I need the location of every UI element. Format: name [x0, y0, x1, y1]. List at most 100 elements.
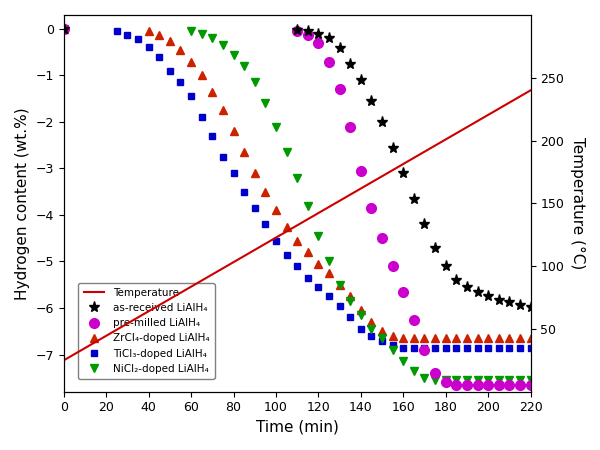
Line: ZrCl₄-doped LiAlH₄: ZrCl₄-doped LiAlH₄	[59, 25, 535, 342]
TiCl₃-doped LiAlH₄	[251, 205, 259, 211]
TiCl₃-doped LiAlH₄	[379, 338, 386, 343]
TiCl₃-doped LiAlH₄	[166, 68, 173, 73]
ZrCl₄-doped LiAlH₄	[347, 294, 354, 299]
pre-milled LiAlH₄	[379, 235, 386, 241]
X-axis label: Time (min): Time (min)	[256, 420, 338, 435]
TiCl₃-doped LiAlH₄	[517, 345, 524, 350]
NiCl₂-doped LiAlH₄	[495, 378, 502, 383]
as-received LiAlH₄	[474, 289, 481, 294]
TiCl₃-doped LiAlH₄	[113, 29, 121, 34]
TiCl₃-doped LiAlH₄	[336, 303, 343, 308]
as-received LiAlH₄	[517, 302, 524, 307]
TiCl₃-doped LiAlH₄	[262, 221, 269, 227]
TiCl₃-doped LiAlH₄	[283, 252, 290, 257]
pre-milled LiAlH₄	[442, 380, 449, 385]
NiCl₂-doped LiAlH₄	[336, 282, 343, 288]
ZrCl₄-doped LiAlH₄	[293, 238, 301, 243]
ZrCl₄-doped LiAlH₄	[453, 336, 460, 341]
ZrCl₄-doped LiAlH₄	[442, 336, 449, 341]
NiCl₂-doped LiAlH₄	[293, 175, 301, 180]
NiCl₂-doped LiAlH₄	[431, 378, 439, 383]
TiCl₃-doped LiAlH₄	[177, 80, 184, 85]
ZrCl₄-doped LiAlH₄	[336, 282, 343, 288]
NiCl₂-doped LiAlH₄	[506, 378, 513, 383]
ZrCl₄-doped LiAlH₄	[155, 32, 163, 37]
as-received LiAlH₄	[463, 284, 470, 290]
ZrCl₄-doped LiAlH₄	[315, 261, 322, 266]
ZrCl₄-doped LiAlH₄	[506, 336, 513, 341]
as-received LiAlH₄	[304, 29, 311, 34]
NiCl₂-doped LiAlH₄	[442, 378, 449, 383]
NiCl₂-doped LiAlH₄	[60, 26, 67, 32]
pre-milled LiAlH₄	[325, 59, 332, 64]
ZrCl₄-doped LiAlH₄	[220, 108, 227, 113]
TiCl₃-doped LiAlH₄	[389, 342, 396, 348]
pre-milled LiAlH₄	[60, 26, 67, 32]
ZrCl₄-doped LiAlH₄	[431, 336, 439, 341]
ZrCl₄-doped LiAlH₄	[495, 336, 502, 341]
Y-axis label: Temperature (°C): Temperature (°C)	[570, 137, 585, 270]
pre-milled LiAlH₄	[485, 382, 492, 387]
ZrCl₄-doped LiAlH₄	[325, 270, 332, 276]
TiCl₃-doped LiAlH₄	[304, 275, 311, 280]
ZrCl₄-doped LiAlH₄	[145, 29, 152, 34]
TiCl₃-doped LiAlH₄	[134, 36, 142, 42]
as-received LiAlH₄	[368, 99, 375, 104]
as-received LiAlH₄	[506, 300, 513, 305]
ZrCl₄-doped LiAlH₄	[517, 336, 524, 341]
Line: NiCl₂-doped LiAlH₄: NiCl₂-doped LiAlH₄	[59, 25, 535, 384]
NiCl₂-doped LiAlH₄	[262, 101, 269, 106]
as-received LiAlH₄	[495, 297, 502, 302]
NiCl₂-doped LiAlH₄	[463, 378, 470, 383]
ZrCl₄-doped LiAlH₄	[187, 59, 194, 64]
NiCl₂-doped LiAlH₄	[251, 80, 259, 85]
ZrCl₄-doped LiAlH₄	[230, 129, 237, 134]
as-received LiAlH₄	[379, 119, 386, 125]
NiCl₂-doped LiAlH₄	[187, 29, 194, 34]
TiCl₃-doped LiAlH₄	[60, 26, 67, 32]
NiCl₂-doped LiAlH₄	[272, 124, 280, 129]
TiCl₃-doped LiAlH₄	[474, 345, 481, 350]
Legend: Temperature, as-received LiAlH₄, pre-milled LiAlH₄, ZrCl₄-doped LiAlH₄, TiCl₃-do: Temperature, as-received LiAlH₄, pre-mil…	[79, 283, 215, 379]
NiCl₂-doped LiAlH₄	[220, 43, 227, 48]
TiCl₃-doped LiAlH₄	[506, 345, 513, 350]
pre-milled LiAlH₄	[527, 382, 534, 387]
as-received LiAlH₄	[315, 31, 322, 36]
NiCl₂-doped LiAlH₄	[357, 312, 364, 318]
NiCl₂-doped LiAlH₄	[453, 378, 460, 383]
NiCl₂-doped LiAlH₄	[209, 36, 216, 41]
NiCl₂-doped LiAlH₄	[517, 378, 524, 383]
TiCl₃-doped LiAlH₄	[293, 263, 301, 269]
as-received LiAlH₄	[410, 196, 418, 202]
ZrCl₄-doped LiAlH₄	[474, 336, 481, 341]
ZrCl₄-doped LiAlH₄	[410, 336, 418, 341]
pre-milled LiAlH₄	[474, 382, 481, 387]
as-received LiAlH₄	[527, 304, 534, 309]
as-received LiAlH₄	[400, 171, 407, 176]
TiCl₃-doped LiAlH₄	[187, 94, 194, 99]
ZrCl₄-doped LiAlH₄	[241, 149, 248, 155]
ZrCl₄-doped LiAlH₄	[60, 26, 67, 32]
as-received LiAlH₄	[293, 27, 301, 32]
ZrCl₄-doped LiAlH₄	[198, 73, 205, 78]
pre-milled LiAlH₄	[421, 347, 428, 352]
ZrCl₄-doped LiAlH₄	[283, 224, 290, 230]
Y-axis label: Hydrogen content (wt.%): Hydrogen content (wt.%)	[15, 107, 30, 300]
ZrCl₄-doped LiAlH₄	[262, 189, 269, 194]
ZrCl₄-doped LiAlH₄	[272, 207, 280, 213]
pre-milled LiAlH₄	[315, 40, 322, 45]
TiCl₃-doped LiAlH₄	[495, 345, 502, 350]
Line: as-received LiAlH₄: as-received LiAlH₄	[58, 23, 536, 312]
as-received LiAlH₄	[431, 245, 439, 250]
TiCl₃-doped LiAlH₄	[325, 294, 332, 299]
TiCl₃-doped LiAlH₄	[442, 345, 449, 350]
TiCl₃-doped LiAlH₄	[124, 32, 131, 37]
ZrCl₄-doped LiAlH₄	[379, 328, 386, 334]
NiCl₂-doped LiAlH₄	[400, 359, 407, 364]
TiCl₃-doped LiAlH₄	[155, 54, 163, 59]
TiCl₃-doped LiAlH₄	[357, 326, 364, 332]
pre-milled LiAlH₄	[389, 263, 396, 269]
Line: pre-milled LiAlH₄: pre-milled LiAlH₄	[59, 24, 535, 390]
pre-milled LiAlH₄	[431, 370, 439, 376]
pre-milled LiAlH₄	[336, 87, 343, 92]
